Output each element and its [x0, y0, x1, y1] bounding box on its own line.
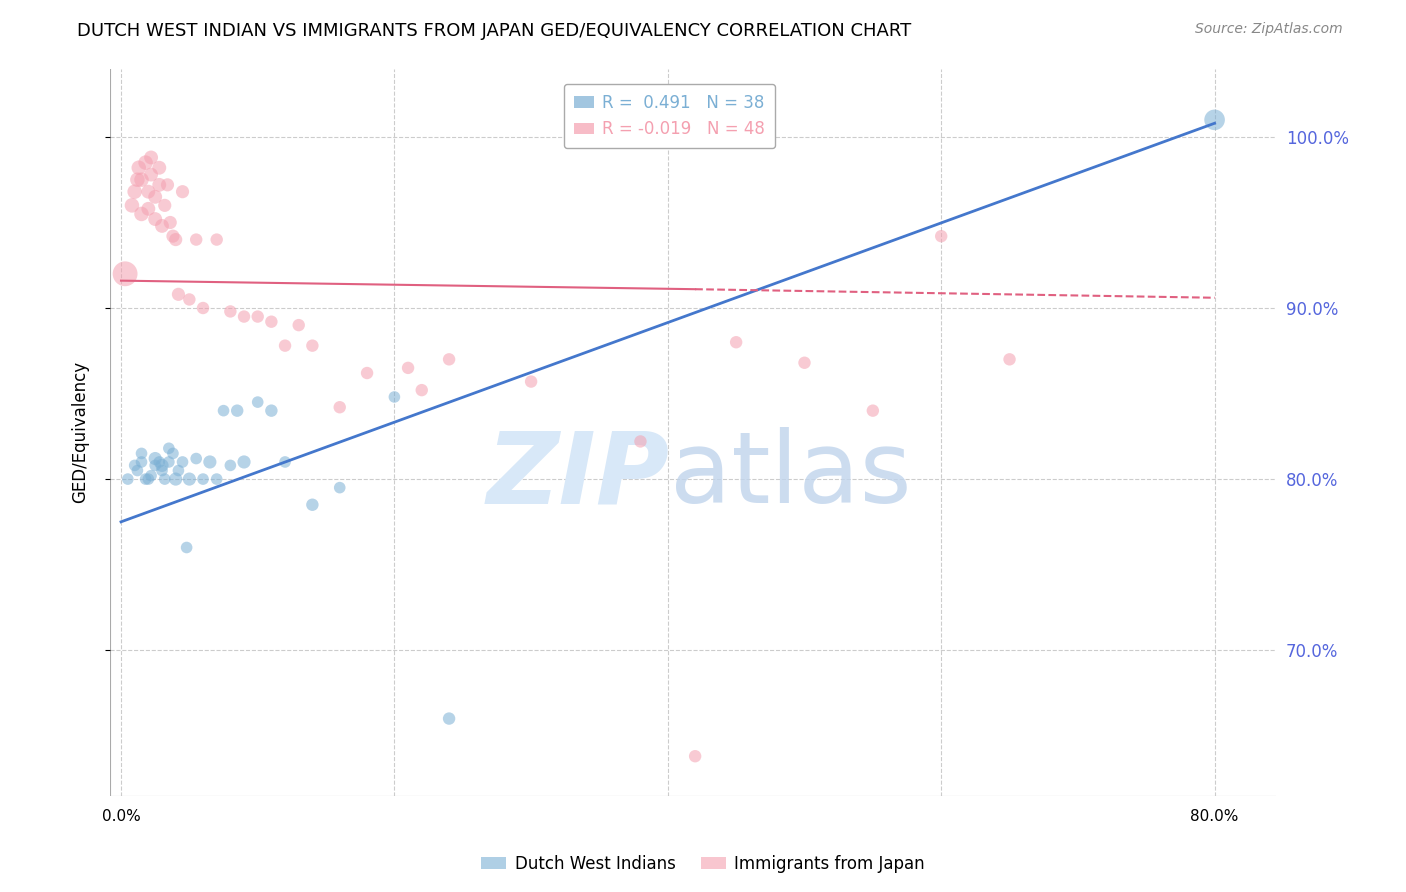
Point — [117, 472, 139, 486]
Point — [301, 498, 323, 512]
Point — [396, 360, 419, 375]
Point — [157, 455, 180, 469]
Text: atlas: atlas — [669, 427, 911, 524]
Point — [153, 198, 176, 212]
Point — [191, 472, 214, 486]
Point — [186, 233, 208, 247]
Y-axis label: GED/Equivalency: GED/Equivalency — [72, 361, 89, 503]
Point — [260, 403, 283, 417]
Point — [793, 356, 815, 370]
Point — [725, 335, 748, 350]
Text: ZIP: ZIP — [486, 427, 669, 524]
Point — [148, 161, 170, 175]
Point — [131, 455, 153, 469]
Point — [148, 455, 170, 469]
Text: DUTCH WEST INDIAN VS IMMIGRANTS FROM JAPAN GED/EQUIVALENCY CORRELATION CHART: DUTCH WEST INDIAN VS IMMIGRANTS FROM JAP… — [77, 22, 911, 40]
Point — [121, 198, 143, 212]
Point — [127, 463, 149, 477]
Point — [356, 366, 378, 380]
Point — [131, 207, 153, 221]
Point — [131, 446, 153, 460]
Point — [384, 390, 406, 404]
Point — [135, 155, 157, 169]
Point — [167, 463, 190, 477]
Point — [138, 472, 160, 486]
Point — [179, 472, 201, 486]
Point — [274, 338, 297, 352]
Point — [246, 310, 269, 324]
Point — [165, 233, 187, 247]
Point — [329, 481, 352, 495]
Point — [162, 446, 184, 460]
Point — [329, 401, 352, 415]
Point — [219, 304, 242, 318]
Point — [139, 468, 162, 483]
Point — [998, 352, 1021, 367]
Point — [301, 338, 323, 352]
Point — [128, 161, 150, 175]
Point — [176, 541, 198, 555]
Point — [153, 472, 176, 486]
Point — [172, 185, 194, 199]
Point — [437, 352, 460, 367]
Point — [274, 455, 297, 469]
Point — [683, 749, 706, 764]
Point — [226, 403, 249, 417]
Point — [139, 151, 162, 165]
Point — [162, 229, 184, 244]
Point — [172, 455, 194, 469]
Point — [205, 233, 228, 247]
Point — [138, 202, 160, 216]
Point — [135, 472, 157, 486]
Point — [143, 212, 166, 227]
Legend: Dutch West Indians, Immigrants from Japan: Dutch West Indians, Immigrants from Japa… — [475, 848, 931, 880]
Point — [159, 215, 181, 229]
Point — [929, 229, 952, 244]
Point — [131, 172, 153, 186]
Point — [186, 451, 208, 466]
Point — [139, 168, 162, 182]
Point — [127, 172, 149, 186]
Point — [1204, 112, 1226, 127]
Point — [143, 190, 166, 204]
Point — [520, 375, 543, 389]
Text: 0.0%: 0.0% — [101, 809, 141, 824]
Text: 80.0%: 80.0% — [1191, 809, 1239, 824]
Point — [165, 472, 187, 486]
Point — [198, 455, 221, 469]
Point — [124, 185, 146, 199]
Point — [156, 178, 179, 192]
Point — [138, 185, 160, 199]
Point — [233, 455, 256, 469]
Point — [124, 458, 146, 473]
Point — [114, 267, 136, 281]
Point — [150, 458, 173, 473]
Point — [167, 287, 190, 301]
Point — [219, 458, 242, 473]
Point — [157, 442, 180, 456]
Point — [143, 451, 166, 466]
Point — [411, 383, 433, 397]
Point — [437, 712, 460, 726]
Text: Source: ZipAtlas.com: Source: ZipAtlas.com — [1195, 22, 1343, 37]
Point — [143, 458, 166, 473]
Point — [148, 178, 170, 192]
Point — [150, 463, 173, 477]
Point — [150, 219, 173, 233]
Point — [287, 318, 309, 332]
Point — [212, 403, 235, 417]
Point — [233, 310, 256, 324]
Point — [862, 403, 884, 417]
Point — [260, 315, 283, 329]
Legend: R =  0.491   N = 38, R = -0.019   N = 48: R = 0.491 N = 38, R = -0.019 N = 48 — [564, 84, 775, 148]
Point — [630, 434, 652, 449]
Point — [191, 301, 214, 315]
Point — [179, 293, 201, 307]
Point — [246, 395, 269, 409]
Point — [205, 472, 228, 486]
